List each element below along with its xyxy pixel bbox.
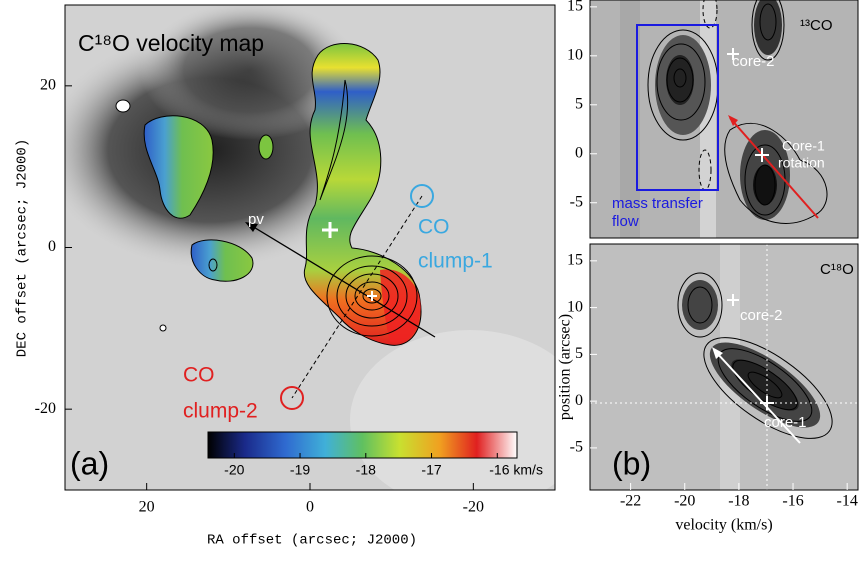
panel-title: C¹⁸O velocity map [78,30,264,56]
frame [589,0,859,239]
colorbar-tick-label: -17 [421,462,441,478]
y-tick-label: 0 [575,144,583,161]
y-axis-label: DEC offset (arcsec; J2000) [15,139,31,357]
x-tick-label: -22 [620,493,641,510]
panel-label: (a) [70,445,109,481]
x-axis-label: RA offset (arcsec; J2000) [207,533,417,549]
y-tick-label: 15 [567,0,583,15]
y-tick-label: -5 [570,193,583,210]
velocity-map [65,5,555,490]
y-tick-label: 0 [575,392,583,409]
annotation: clump-2 [183,400,258,423]
x-axis-label: velocity (km/s) [675,517,772,534]
x-tick-label: -18 [728,493,749,510]
annotation: CO [418,216,450,239]
y-tick-label: 0 [48,238,56,255]
colorbar [207,431,518,459]
annotation: core-2 [740,307,783,324]
y-tick-label: 5 [575,345,583,362]
panel-title: C¹⁸O [820,261,854,278]
y-tick-label: 20 [40,77,56,94]
colorbar-tick-label: -20 [224,462,244,478]
x-tick-label: 0 [306,499,314,516]
colorbar-tick-label: -16 km/s [489,462,543,478]
x-tick-label: -20 [463,499,484,516]
x-tick-label: -16 [782,493,803,510]
frame [589,243,859,491]
annotation: clump-1 [418,250,493,273]
y-tick-label: 10 [567,46,583,63]
colorbar-tick-label: -19 [290,462,310,478]
y-tick-label: -5 [570,439,583,456]
pv-13co [590,0,858,238]
annotation: core-2 [732,53,775,70]
annotation: rotation [778,155,825,171]
x-tick-label: -20 [674,493,695,510]
y-tick-label: 15 [567,252,583,269]
x-tick-label: 20 [139,499,155,516]
y-axis-label: position (arcsec) [557,314,574,420]
y-tick-label: 10 [567,298,583,315]
annotation: Core-1 [782,138,825,154]
panel-label: (b) [612,445,651,481]
annotation: pv [248,211,264,228]
pv-c18o [590,244,858,490]
colorbar-tick-label: -18 [356,462,376,478]
annotation: mass transfer [612,195,703,212]
x-tick-label: -14 [837,493,858,510]
panel-title: ¹³CO [800,17,833,34]
annotation: flow [612,213,639,230]
y-tick-label: 5 [575,95,583,112]
annotation: core-1 [764,414,807,431]
annotation: CO [183,364,215,387]
y-tick-label: -20 [35,400,56,417]
